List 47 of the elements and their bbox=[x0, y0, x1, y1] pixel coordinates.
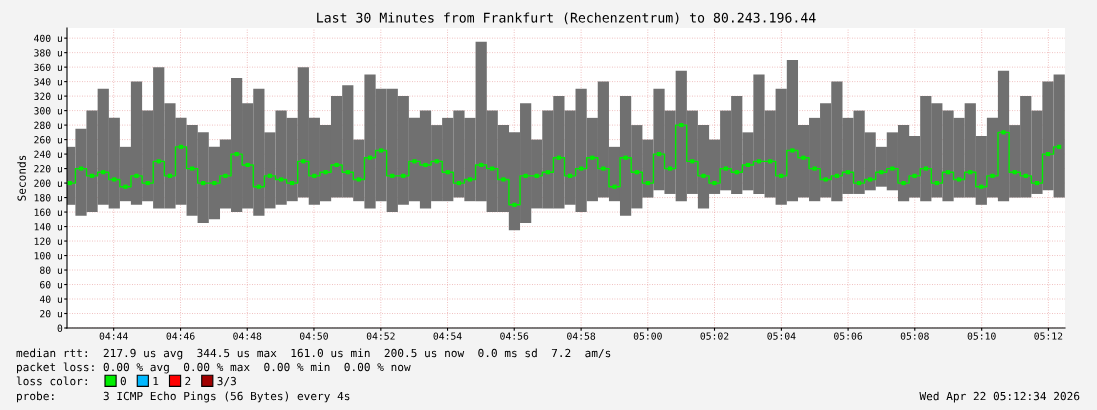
x-tick-label: 05:10 bbox=[967, 332, 996, 340]
chart-title: Last 30 Minutes from Frankfurt (Rechenzentrum) to 80.243.196.44 bbox=[317, 12, 816, 25]
y-tick-label: 160 u bbox=[34, 208, 62, 216]
x-tick-label: 04:44 bbox=[99, 332, 128, 340]
y-tick-label: 280 u bbox=[34, 121, 62, 129]
y-tick-label: 360 u bbox=[34, 63, 62, 71]
y-tick-label: 20 u bbox=[40, 310, 62, 318]
legend-label: 0 bbox=[120, 376, 126, 386]
y-tick-label: 260 u bbox=[34, 136, 62, 144]
x-tick-label: 04:46 bbox=[166, 332, 195, 340]
y-tick-label: 340 u bbox=[34, 78, 62, 86]
text: packet loss: 0.00 % avg 0.00 % max 0.00 % min 0.00 % now bbox=[17, 362, 411, 374]
y-tick-label: 300 u bbox=[34, 107, 62, 115]
x-tick-label: 05:00 bbox=[633, 332, 662, 340]
x-tick-label: 04:52 bbox=[366, 332, 395, 340]
y-tick-label: 140 u bbox=[34, 223, 62, 231]
x-tick-label: 04:54 bbox=[433, 332, 462, 340]
x-tick-label: 04:50 bbox=[299, 332, 328, 340]
x-tick-label: 05:12 bbox=[1034, 332, 1063, 340]
legend-label: 1 bbox=[153, 376, 159, 386]
y-tick-label: 60 u bbox=[40, 281, 62, 289]
y-tick-label: 400 u bbox=[34, 34, 62, 42]
text: median rtt: 217.9 us avg 344.5 us max 161.0 us min 200.5 us now 0.0 ms sd 7.2 am/s bbox=[16, 348, 611, 360]
text: loss color: bbox=[16, 376, 87, 386]
x-tick-label: 05:06 bbox=[834, 332, 863, 340]
y-tick-label: 240 u bbox=[34, 150, 62, 158]
x-tick-label: 05:02 bbox=[700, 332, 729, 340]
y-axis-title: Seconds bbox=[17, 155, 26, 201]
y-tick-label: 180 u bbox=[34, 194, 62, 202]
y-tick-label: 0 bbox=[57, 324, 63, 332]
y-tick-label: 220 u bbox=[34, 165, 62, 173]
legend-label: 2 bbox=[185, 376, 191, 386]
x-tick-label: 05:04 bbox=[767, 332, 796, 340]
x-tick-label: 04:48 bbox=[233, 332, 262, 340]
y-tick-label: 320 u bbox=[34, 92, 62, 100]
y-tick-label: 200 u bbox=[34, 179, 62, 187]
y-tick-label: 40 u bbox=[39, 295, 62, 303]
y-tick-label: 380 u bbox=[34, 49, 62, 57]
y-tick-label: 80 u bbox=[40, 266, 62, 274]
x-tick-label: 04:56 bbox=[500, 332, 529, 340]
y-tick-label: 120 u bbox=[34, 237, 62, 245]
legend-label: 3/3 bbox=[217, 376, 236, 387]
x-tick-label: 05:08 bbox=[900, 332, 929, 340]
y-tick-label: 100 u bbox=[34, 252, 62, 260]
text: probe: 3 ICMP Echo Pings (56 Bytes) every 4s bbox=[17, 391, 350, 403]
text: Wed Apr 22 05:12:34 2026 bbox=[919, 391, 1080, 403]
x-tick-label: 04:58 bbox=[567, 332, 596, 340]
